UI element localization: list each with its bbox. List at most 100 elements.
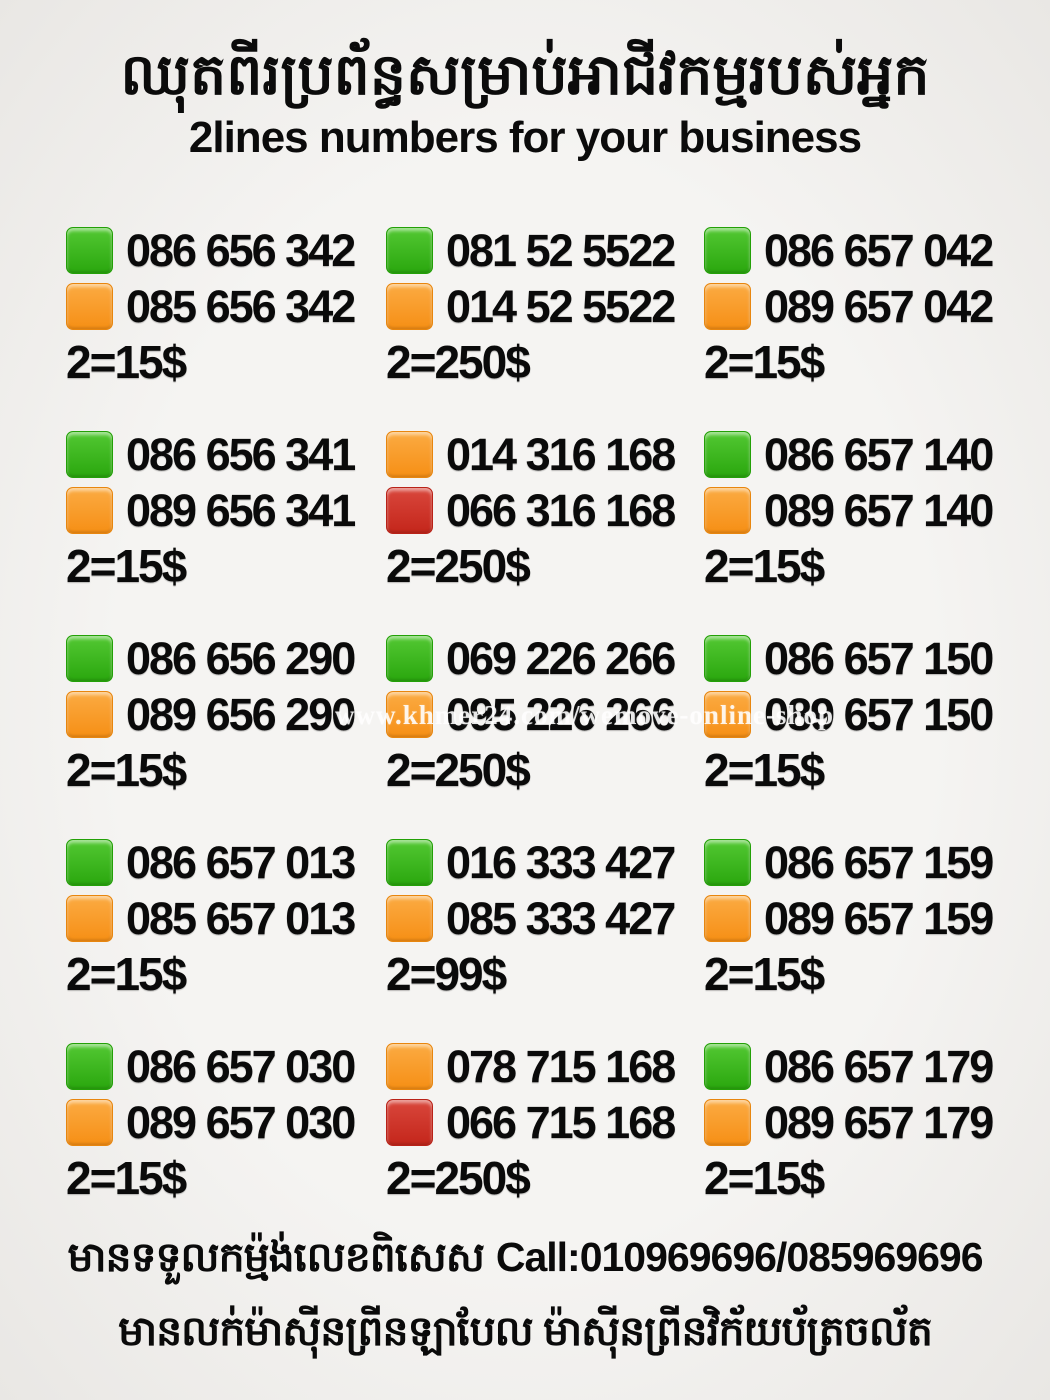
number-line: 089 657 159 — [704, 890, 1024, 946]
number-line: 089 657 030 — [66, 1094, 386, 1150]
orange-sim-chip-icon — [386, 690, 433, 738]
phone-number: 089 657 042 — [764, 280, 994, 332]
price-label: 2=15$ — [704, 335, 825, 388]
phone-number: 086 657 159 — [764, 836, 994, 888]
phone-number: 081 52 5522 — [446, 224, 676, 276]
phone-number: 086 657 042 — [764, 224, 994, 276]
number-line: 085 656 342 — [66, 278, 386, 334]
number-listing: 081 52 5522 014 52 5522 2=250$ — [386, 222, 704, 389]
phone-number: 086 657 013 — [126, 836, 356, 888]
green-sim-chip-icon — [704, 430, 751, 478]
number-line: 078 715 168 — [386, 1038, 704, 1094]
phone-number: 066 715 168 — [446, 1096, 676, 1148]
number-listing: 086 657 179 089 657 179 2=15$ — [704, 1038, 1024, 1205]
number-line: 089 657 179 — [704, 1094, 1024, 1150]
number-line: 014 316 168 — [386, 426, 704, 482]
price-label: 2=15$ — [66, 539, 187, 592]
number-listing: 086 657 140 089 657 140 2=15$ — [704, 426, 1024, 593]
number-listing: 014 316 168 066 316 168 2=250$ — [386, 426, 704, 593]
orange-sim-chip-icon — [704, 282, 751, 330]
poster-header: ឈុតពីរប្រព័ន្ធសម្រាប់អាជីវកម្មរបស់អ្នក 2… — [0, 0, 1050, 163]
number-line: 085 333 427 — [386, 890, 704, 946]
orange-sim-chip-icon — [66, 486, 113, 534]
price-label: 2=15$ — [704, 947, 825, 1000]
footer-call-numbers: Call:010969696/085969696 — [495, 1234, 984, 1280]
green-sim-chip-icon — [66, 838, 113, 886]
orange-sim-chip-icon — [386, 430, 433, 478]
phone-number: 086 657 030 — [126, 1040, 356, 1092]
number-listing: 086 657 030 089 657 030 2=15$ — [66, 1038, 386, 1205]
green-sim-chip-icon — [704, 838, 751, 886]
number-listing: 086 656 342 085 656 342 2=15$ — [66, 222, 386, 389]
phone-number: 014 52 5522 — [446, 280, 676, 332]
green-sim-chip-icon — [704, 226, 751, 274]
phone-number: 089 657 030 — [126, 1096, 356, 1148]
number-line: 085 657 013 — [66, 890, 386, 946]
price-label: 2=99$ — [386, 947, 507, 1000]
orange-sim-chip-icon — [66, 1098, 113, 1146]
phone-number: 089 656 290 — [126, 688, 356, 740]
number-listing: 086 656 290 089 656 290 2=15$ — [66, 630, 386, 797]
phone-number: 086 656 342 — [126, 224, 356, 276]
orange-sim-chip-icon — [704, 1098, 751, 1146]
number-line: 016 333 427 — [386, 834, 704, 890]
number-listing: 086 657 042 089 657 042 2=15$ — [704, 222, 1024, 389]
orange-sim-chip-icon — [386, 282, 433, 330]
phone-number: 089 657 150 — [764, 688, 994, 740]
phone-number: 086 657 179 — [764, 1040, 994, 1092]
number-line: 089 657 140 — [704, 482, 1024, 538]
price-label: 2=15$ — [66, 743, 187, 796]
phone-number: 066 316 168 — [446, 484, 676, 536]
footer-khmer-printer-text: មានលក់ម៉ាស៊ីនព្រីនឡាបែល ម៉ាស៊ីនព្រីនវិក័… — [118, 1308, 933, 1354]
phone-number: 086 657 150 — [764, 632, 994, 684]
price-label: 2=250$ — [386, 539, 531, 592]
number-line: 069 226 266 — [386, 630, 704, 686]
price-label: 2=15$ — [704, 743, 825, 796]
orange-sim-chip-icon — [704, 894, 751, 942]
green-sim-chip-icon — [704, 634, 751, 682]
number-line: 086 657 140 — [704, 426, 1024, 482]
orange-sim-chip-icon — [704, 486, 751, 534]
orange-sim-chip-icon — [704, 690, 751, 738]
orange-sim-chip-icon — [66, 690, 113, 738]
title-khmer: ឈុតពីរប្រព័ន្ធសម្រាប់អាជីវកម្មរបស់អ្នក — [120, 43, 930, 107]
orange-sim-chip-icon — [386, 894, 433, 942]
number-line: 014 52 5522 — [386, 278, 704, 334]
number-listing: 086 657 013 085 657 013 2=15$ — [66, 834, 386, 1001]
phone-number: 086 657 140 — [764, 428, 994, 480]
number-listing: 078 715 168 066 715 168 2=250$ — [386, 1038, 704, 1205]
phone-number: 078 715 168 — [446, 1040, 676, 1092]
number-line: 089 657 150 — [704, 686, 1024, 742]
price-label: 2=250$ — [386, 743, 531, 796]
green-sim-chip-icon — [66, 1042, 113, 1090]
number-line: 086 656 342 — [66, 222, 386, 278]
orange-sim-chip-icon — [66, 894, 113, 942]
number-line: 089 657 042 — [704, 278, 1024, 334]
phone-number: 086 656 341 — [126, 428, 356, 480]
phone-number: 095 226 266 — [446, 688, 676, 740]
listings-grid: 086 656 342 085 656 342 2=15$ 081 52 5522 01… — [66, 222, 1024, 1205]
phone-number: 089 657 159 — [764, 892, 994, 944]
number-line: 086 657 179 — [704, 1038, 1024, 1094]
number-line: 086 657 042 — [704, 222, 1024, 278]
green-sim-chip-icon — [66, 634, 113, 682]
number-listing: 069 226 266 095 226 266 2=250$ — [386, 630, 704, 797]
price-label: 2=15$ — [66, 335, 187, 388]
red-sim-chip-icon — [386, 486, 433, 534]
number-listing: 016 333 427 085 333 427 2=99$ — [386, 834, 704, 1001]
number-line: 086 657 013 — [66, 834, 386, 890]
price-label: 2=15$ — [66, 1151, 187, 1204]
red-sim-chip-icon — [386, 1098, 433, 1146]
orange-sim-chip-icon — [386, 1042, 433, 1090]
number-line: 086 657 159 — [704, 834, 1024, 890]
number-listing: 086 657 150 089 657 150 2=15$ — [704, 630, 1024, 797]
number-line: 086 657 030 — [66, 1038, 386, 1094]
price-label: 2=250$ — [386, 1151, 531, 1204]
green-sim-chip-icon — [386, 226, 433, 274]
phone-number: 085 656 342 — [126, 280, 356, 332]
price-label: 2=15$ — [704, 539, 825, 592]
number-line: 086 656 341 — [66, 426, 386, 482]
phone-number: 089 656 341 — [126, 484, 356, 536]
footer-khmer-order-text: មានទទួលកម្ម៉ង់លេខពិសេស — [67, 1234, 484, 1280]
